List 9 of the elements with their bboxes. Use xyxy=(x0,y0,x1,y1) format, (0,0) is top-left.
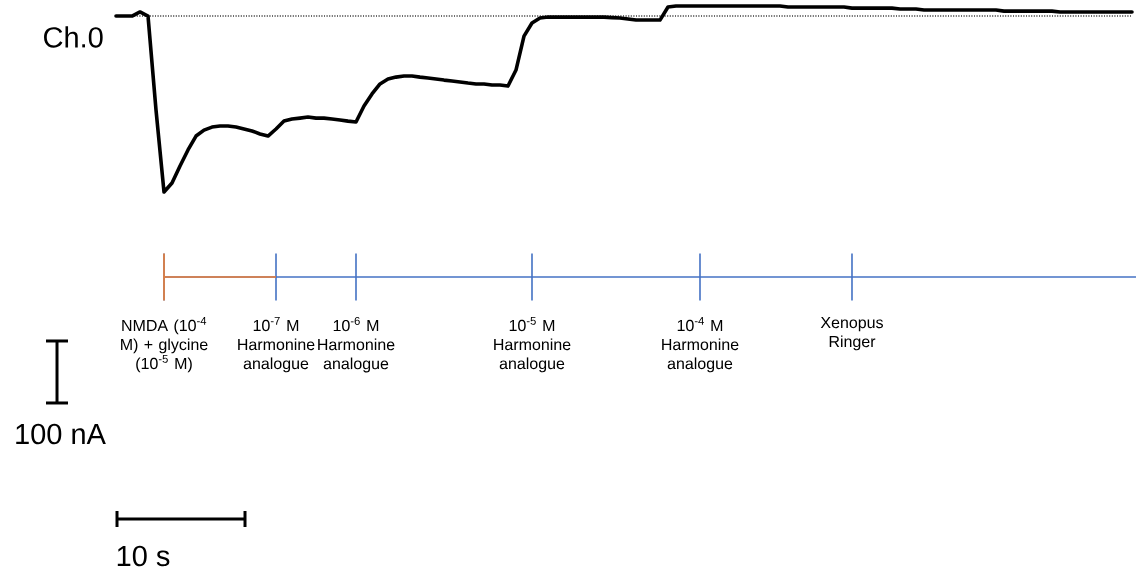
x-tick-label: 10$^{-6}$ M Harmonine analogue xyxy=(318,317,395,373)
x-tick-label: 10$^{-4}$ M Harmonine analogue xyxy=(662,317,739,373)
text: 10 s xyxy=(117,545,170,567)
x-tick-label: 10$^{-5}$ M Harmonine analogue xyxy=(494,317,571,373)
category-label: NMDA (10$^{-4}$ M) + glycine (10$^{-5}$ M) xyxy=(121,317,208,373)
text: 100 nA xyxy=(16,423,106,445)
series-label: Ch.0 xyxy=(44,26,103,48)
x-tick-label: Xenopus Ringer xyxy=(820,317,883,351)
x-tick-label: 10$^{-7}$ M Harmonine analogue xyxy=(238,317,315,373)
